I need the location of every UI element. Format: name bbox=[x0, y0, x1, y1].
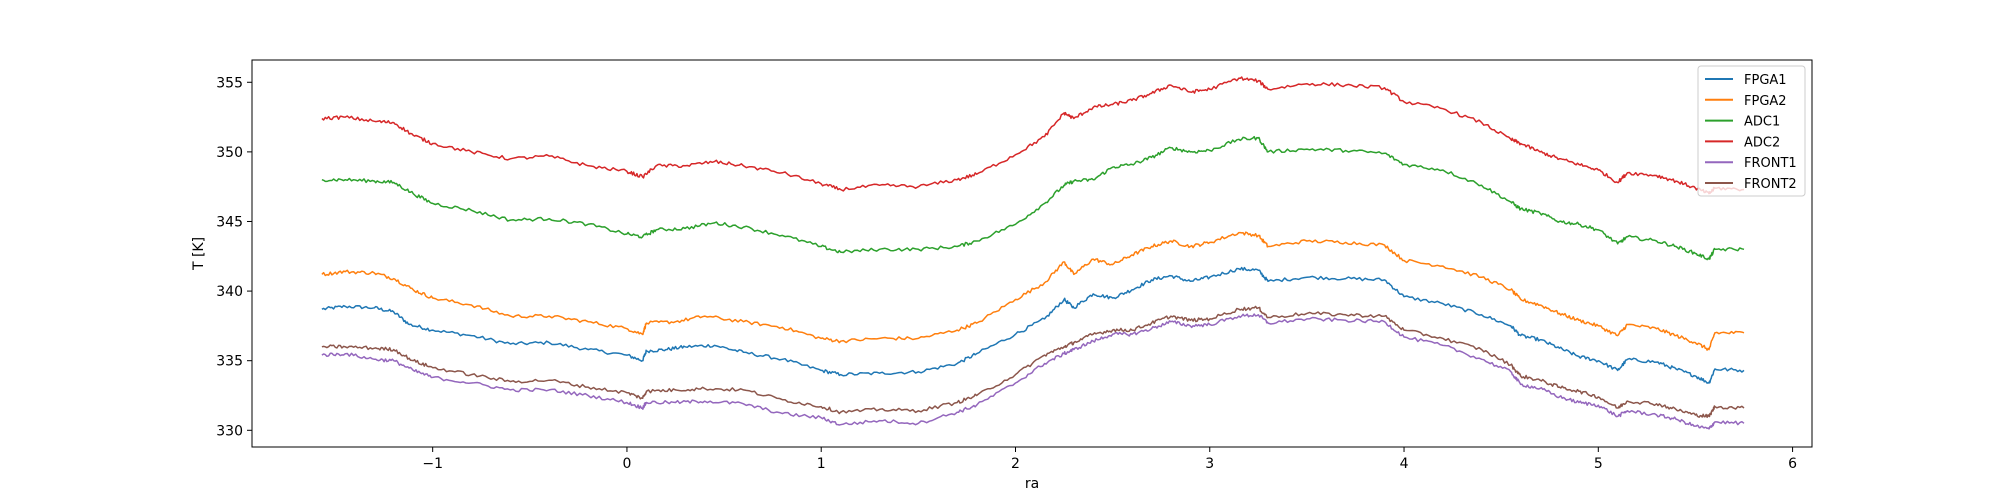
x-tick-label: 4 bbox=[1400, 456, 1409, 472]
x-tick-label: 2 bbox=[1011, 456, 1020, 472]
legend-label-front1: FRONT1 bbox=[1744, 156, 1797, 171]
x-tick-label: 6 bbox=[1788, 456, 1797, 472]
y-tick-label: 350 bbox=[216, 145, 243, 161]
y-tick-label: 355 bbox=[216, 75, 243, 91]
x-axis-ticks: −1 0 1 2 3 4 5 6 bbox=[422, 447, 1797, 472]
x-tick-label: 3 bbox=[1205, 456, 1214, 472]
legend: FPGA1 FPGA2 ADC1 ADC2 FRONT1 FRONT2 bbox=[1697, 65, 1806, 197]
legend-label-adc1: ADC1 bbox=[1744, 115, 1780, 130]
y-axis-ticks: 330 335 340 345 350 355 bbox=[216, 75, 252, 439]
series-layer bbox=[321, 76, 1745, 430]
legend-box bbox=[1697, 65, 1806, 197]
x-tick-label: −1 bbox=[422, 456, 443, 472]
x-tick-label: 1 bbox=[817, 456, 826, 472]
y-tick-label: 340 bbox=[216, 284, 243, 300]
y-tick-label: 345 bbox=[216, 214, 243, 230]
legend-label-fpga2: FPGA2 bbox=[1744, 94, 1787, 109]
series-line-adc2 bbox=[321, 76, 1745, 195]
legend-label-front2: FRONT2 bbox=[1744, 177, 1797, 192]
series-line-front2 bbox=[321, 305, 1745, 419]
x-tick-label: 0 bbox=[622, 456, 631, 472]
x-axis-label: ra bbox=[1025, 476, 1039, 492]
y-tick-label: 330 bbox=[216, 423, 243, 439]
plot-area-frame bbox=[251, 59, 1813, 448]
y-tick-label: 335 bbox=[216, 354, 243, 370]
series-line-front1 bbox=[321, 313, 1745, 430]
y-axis-label: T [K] bbox=[191, 237, 207, 271]
legend-items: FPGA1 FPGA2 ADC1 ADC2 FRONT1 FRONT2 bbox=[1705, 73, 1797, 192]
series-line-fpga2 bbox=[321, 231, 1745, 351]
series-line-adc1 bbox=[321, 135, 1745, 261]
legend-label-adc2: ADC2 bbox=[1744, 135, 1780, 150]
legend-label-fpga1: FPGA1 bbox=[1744, 73, 1787, 88]
series-line-fpga1 bbox=[321, 266, 1745, 384]
x-tick-label: 5 bbox=[1594, 456, 1603, 472]
